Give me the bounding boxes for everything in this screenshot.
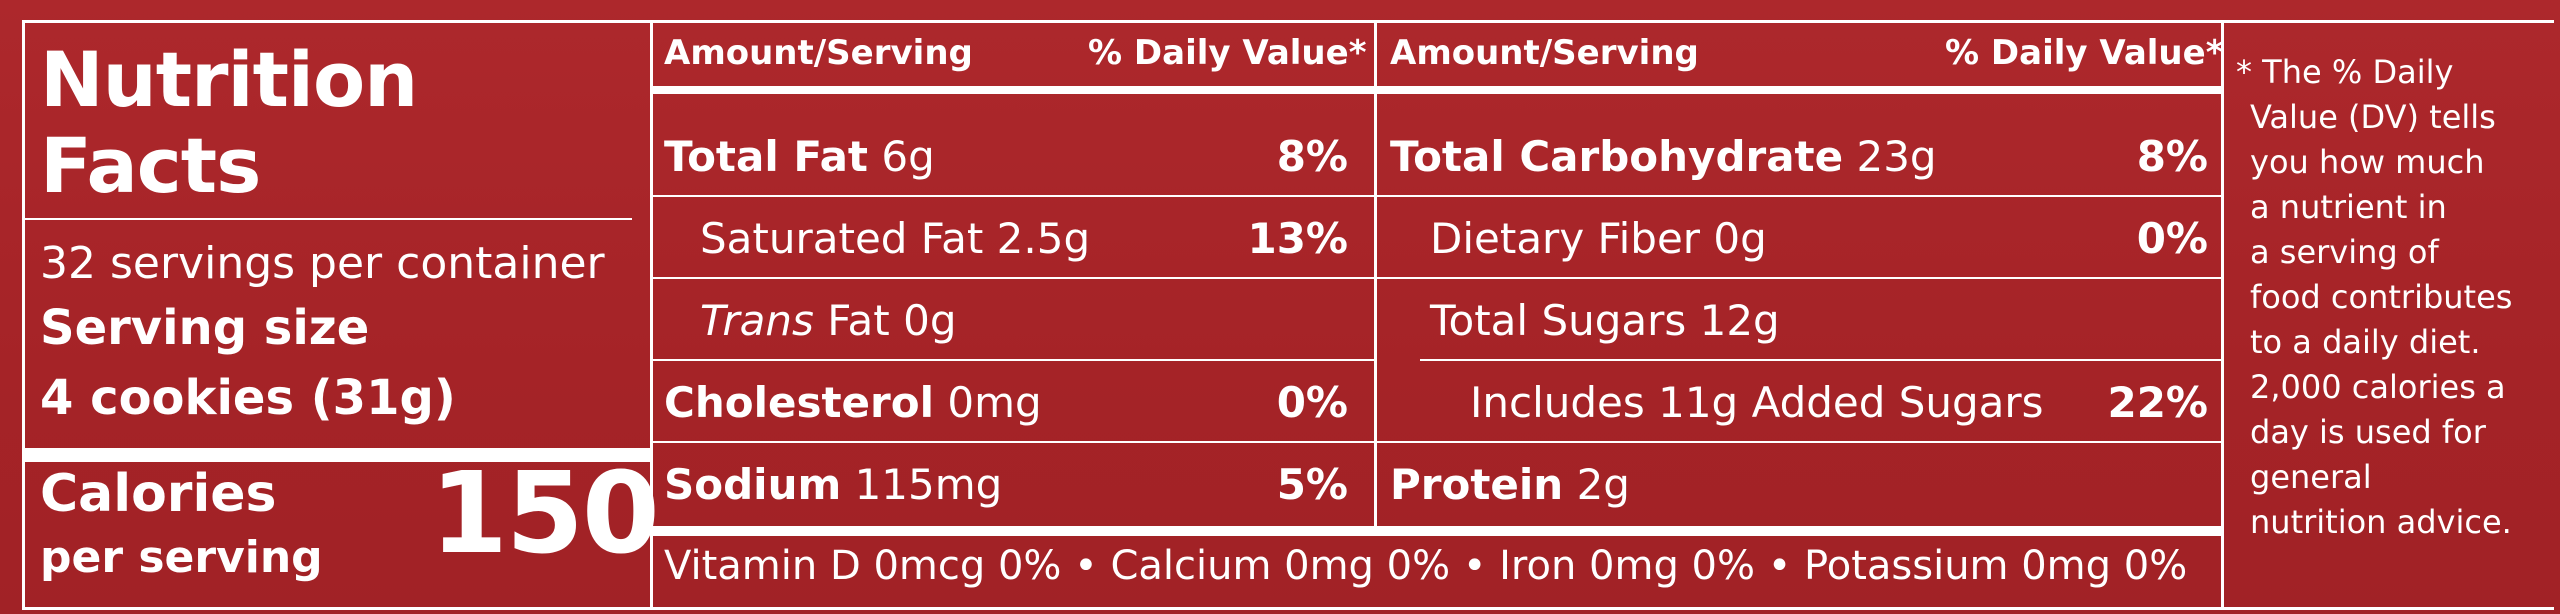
title-rule <box>22 218 632 220</box>
right-row-rule-2 <box>1376 277 2221 279</box>
protein-row: Protein 2g <box>1390 464 1630 506</box>
divider-left <box>650 20 653 610</box>
cholesterol-name: Cholesterol <box>664 378 934 427</box>
sodium-dv: 5% <box>1276 460 1348 509</box>
dietary-fiber-row: Dietary Fiber 0g <box>1430 214 1767 263</box>
footnote-line-9: day is used for <box>2250 413 2486 451</box>
protein-amount: 2g <box>1563 460 1630 509</box>
saturated-fat-dv: 13% <box>1247 214 1348 263</box>
left-row-rule-4 <box>652 441 1374 443</box>
right-header-dv: % Daily Value* <box>1945 33 2224 73</box>
serving-size-value: 4 cookies (31g) <box>40 370 456 426</box>
left-row-rule-1 <box>652 195 1374 197</box>
calories-value: 150 <box>430 449 660 579</box>
trans-fat-italic: Trans <box>700 296 814 345</box>
total-carbohydrate-name: Total Carbohydrate <box>1390 132 1844 181</box>
divider-middle <box>1374 20 1377 535</box>
micronutrients-line: Vitamin D 0mcg 0% • Calcium 0mg 0% • Iro… <box>664 543 2188 589</box>
calories-sublabel: per serving <box>40 532 323 583</box>
footnote-line-4: a nutrient in <box>2250 188 2447 226</box>
cholesterol-row: Cholesterol 0mg <box>664 382 1042 424</box>
right-row-rule-1 <box>1376 195 2221 197</box>
footnote-line-5: a serving of <box>2250 233 2439 271</box>
right-row-rule-4 <box>1376 441 2221 443</box>
serving-size-label: Serving size <box>40 300 370 356</box>
footnote-line-11: nutrition advice. <box>2250 503 2512 541</box>
footnote-line-3: you how much <box>2250 143 2485 181</box>
trans-fat-row: Trans Fat 0g <box>700 300 957 342</box>
total-carbohydrate-row: Total Carbohydrate 23g <box>1390 136 1937 178</box>
calories-label: Calories <box>40 464 277 524</box>
sodium-name: Sodium <box>664 460 842 509</box>
title-line2: Facts <box>40 121 261 210</box>
right-header-amount: Amount/Serving <box>1390 33 1699 73</box>
total-fat-amount: 6g <box>868 132 935 181</box>
footnote-line-10: general <box>2250 458 2372 496</box>
trans-fat-name: Fat 0g <box>813 296 957 345</box>
footnote-line-7: to a daily diet. <box>2250 323 2481 361</box>
footnote-line-1: * The % Daily <box>2236 53 2454 91</box>
label-frame <box>22 20 2554 610</box>
total-carbohydrate-amount: 23g <box>1843 132 1937 181</box>
total-carbohydrate-dv: 8% <box>2136 132 2208 181</box>
saturated-fat-row: Saturated Fat 2.5g <box>700 214 1091 263</box>
micronutrient-rule <box>652 526 2221 536</box>
dietary-fiber-dv: 0% <box>2136 214 2208 263</box>
footnote-line-6: food contributes <box>2250 278 2513 316</box>
calories-rule <box>22 448 650 462</box>
left-row-rule-3 <box>652 359 1374 361</box>
added-sugars-row: Includes 11g Added Sugars <box>1470 378 2044 427</box>
left-row-rule-2 <box>652 277 1374 279</box>
title-line1: Nutrition <box>40 35 418 124</box>
left-header-rule <box>652 86 1374 94</box>
total-fat-dv: 8% <box>1276 132 1348 181</box>
left-header-amount: Amount/Serving <box>664 33 973 73</box>
sodium-amount: 115mg <box>841 460 1003 509</box>
right-header-rule <box>1376 86 2221 94</box>
cholesterol-amount: 0mg <box>934 378 1042 427</box>
sodium-row: Sodium 115mg <box>664 464 1002 506</box>
left-header-dv: % Daily Value* <box>1088 33 1367 73</box>
total-sugars-row: Total Sugars 12g <box>1430 296 1780 345</box>
total-fat-row: Total Fat 6g <box>664 136 935 178</box>
added-sugars-dv: 22% <box>2107 378 2208 427</box>
footnote-line-2: Value (DV) tells <box>2250 98 2496 136</box>
cholesterol-dv: 0% <box>1276 378 1348 427</box>
servings-per-container: 32 servings per container <box>40 238 605 289</box>
footnote-line-8: 2,000 calories a <box>2250 368 2506 406</box>
right-row-rule-3 <box>1420 359 2221 361</box>
total-fat-name: Total Fat <box>664 132 869 181</box>
protein-name: Protein <box>1390 460 1564 509</box>
divider-right <box>2221 20 2224 610</box>
